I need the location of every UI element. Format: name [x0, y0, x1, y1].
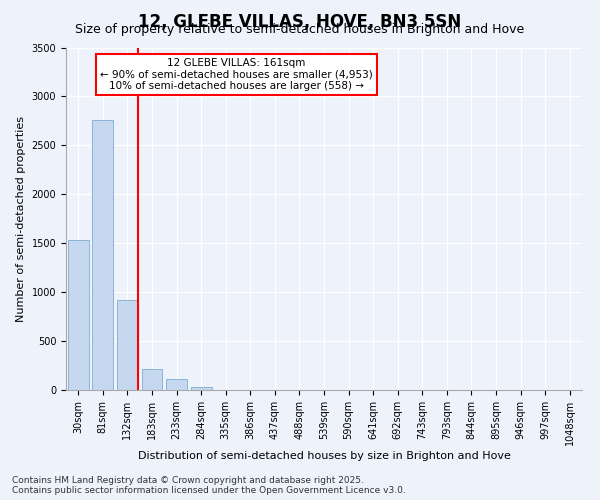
Text: 12 GLEBE VILLAS: 161sqm
← 90% of semi-detached houses are smaller (4,953)
10% of: 12 GLEBE VILLAS: 161sqm ← 90% of semi-de… — [100, 58, 373, 91]
Text: Contains HM Land Registry data © Crown copyright and database right 2025.
Contai: Contains HM Land Registry data © Crown c… — [12, 476, 406, 495]
Bar — [166, 378, 187, 390]
X-axis label: Distribution of semi-detached houses by size in Brighton and Hove: Distribution of semi-detached houses by … — [137, 450, 511, 460]
Bar — [117, 300, 138, 390]
Y-axis label: Number of semi-detached properties: Number of semi-detached properties — [16, 116, 26, 322]
Bar — [191, 387, 212, 390]
Text: Size of property relative to semi-detached houses in Brighton and Hove: Size of property relative to semi-detach… — [76, 22, 524, 36]
Bar — [142, 370, 163, 390]
Bar — [92, 120, 113, 390]
Text: 12, GLEBE VILLAS, HOVE, BN3 5SN: 12, GLEBE VILLAS, HOVE, BN3 5SN — [139, 12, 461, 30]
Bar — [68, 240, 89, 390]
